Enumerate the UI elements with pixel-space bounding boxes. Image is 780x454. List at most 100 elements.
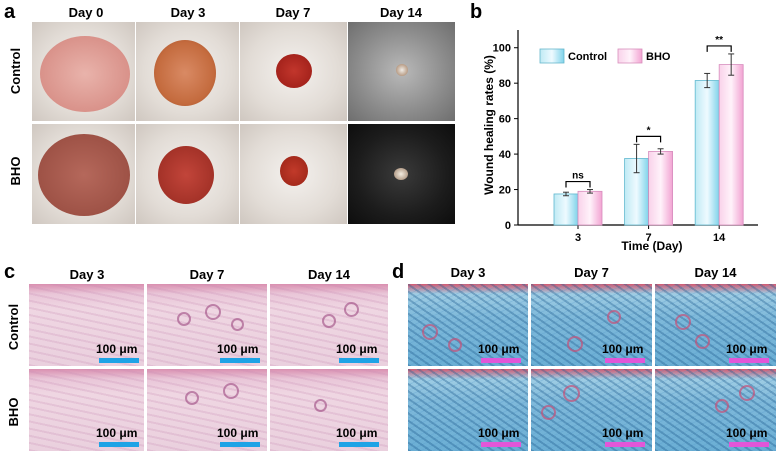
mt-control-day14: 100 μm [655, 284, 776, 366]
scale-bar-label: 100 μm [336, 426, 378, 440]
photo-bho-day7 [240, 124, 347, 224]
hair-follicle [344, 302, 359, 317]
panel-a-col-day14: Day 14 [380, 5, 422, 20]
chart-ylabel: Wound healing rates (%) [482, 55, 496, 195]
mt-bho-day3: 100 μm [408, 369, 528, 451]
scale-bar [99, 358, 139, 363]
mt-bho-day14: 100 μm [655, 369, 776, 451]
panel-d-col-day3: Day 3 [450, 265, 486, 280]
scale-bar-label: 100 μm [217, 426, 259, 440]
chart-xlabel: Time (Day) [621, 239, 682, 253]
significance-label: * [647, 125, 651, 136]
scale-bar [339, 442, 379, 447]
bar-bho-3 [577, 190, 603, 226]
hair-follicle [567, 336, 583, 352]
hair-follicle [715, 399, 729, 413]
wound-area [394, 168, 408, 180]
he-bho-day7: 100 μm [147, 369, 267, 451]
photo-control-day7 [240, 22, 347, 121]
scale-bar-label: 100 μm [478, 426, 520, 440]
photo-bho-day3 [136, 124, 239, 224]
panel-a-col-day7: Day 7 [275, 5, 311, 20]
wound-healing-chart: Wound healing rates (%) Time (Day) 0 20 40… [482, 30, 758, 253]
significance-bracket [635, 135, 662, 143]
x-tick-label: 14 [713, 232, 726, 244]
bar-control-14 [694, 80, 720, 226]
y-tick-label: 80 [499, 78, 511, 90]
wound-area [280, 156, 308, 186]
bar-bho-14 [718, 64, 744, 226]
hair-follicle [675, 314, 691, 330]
panel-label-c: c [4, 261, 16, 283]
panel-label-d: d [392, 261, 405, 283]
scale-bar [729, 442, 769, 447]
scale-bar-label: 100 μm [478, 342, 520, 356]
significance-bracket [565, 180, 591, 188]
panel-a-col-day3: Day 3 [170, 5, 206, 20]
photo-control-day3 [136, 22, 239, 121]
wound-area [38, 134, 130, 216]
wound-area [154, 40, 216, 106]
hair-follicle [231, 318, 244, 331]
he-bho-day3: 100 μm [29, 369, 144, 451]
panel-c-col-day7: Day 7 [189, 267, 225, 282]
he-control-day3: 100 μm [29, 284, 144, 366]
significance-bracket [706, 45, 732, 52]
hair-follicle [314, 399, 327, 412]
panel-label-a: a [4, 1, 16, 23]
legend-label-control: Control [568, 51, 607, 63]
scale-bar-label: 100 μm [336, 342, 378, 356]
y-tick-label: 100 [493, 43, 511, 55]
panel-label-b: b [470, 1, 483, 23]
panel-d-col-day7: Day 7 [574, 265, 609, 280]
scale-bar [729, 358, 769, 363]
hair-follicle [177, 312, 191, 326]
hair-follicle [223, 383, 239, 399]
mt-bho-day7: 100 μm [531, 369, 652, 451]
hair-follicle [695, 334, 710, 349]
photo-bho-day0 [32, 124, 135, 224]
scale-bar [605, 442, 645, 447]
scale-bar-label: 100 μm [96, 342, 138, 356]
bar-control-3 [553, 193, 579, 226]
he-control-day7: 100 μm [147, 284, 267, 366]
photo-bho-day14 [348, 124, 455, 224]
panel-a-col-day0: Day 0 [68, 5, 104, 20]
scale-bar [605, 358, 645, 363]
scale-bar-label: 100 μm [602, 426, 644, 440]
scale-bar-label: 100 μm [96, 426, 138, 440]
scale-bar-label: 100 μm [217, 342, 259, 356]
hair-follicle [607, 310, 621, 324]
legend-swatch-control [539, 48, 565, 64]
hair-follicle [448, 338, 462, 352]
x-tick-label: 3 [575, 232, 581, 244]
y-tick-label: 0 [505, 220, 511, 232]
hair-follicle [185, 391, 199, 405]
scale-bar [99, 442, 139, 447]
y-tick-label: 60 [499, 114, 511, 126]
scale-bar-label: 100 μm [602, 342, 644, 356]
legend-label-bho: BHO [646, 51, 671, 63]
he-control-day14: 100 μm [270, 284, 388, 366]
panel-a-row-control: Control [8, 47, 23, 95]
bar-bho-7 [648, 151, 673, 226]
y-tick-label: 20 [499, 185, 511, 197]
mt-control-day3: 100 μm [408, 284, 528, 366]
hair-follicle [205, 304, 221, 320]
legend-swatch-bho [617, 48, 643, 64]
he-bho-day14: 100 μm [270, 369, 388, 451]
wound-area [276, 54, 312, 88]
panel-c-col-day14: Day 14 [308, 267, 350, 282]
panel-c-row-bho: BHO [6, 397, 21, 427]
scale-bar-label: 100 μm [726, 342, 768, 356]
hair-follicle [422, 324, 438, 340]
panel-d-col-day14: Day 14 [694, 265, 737, 280]
y-tick-label: 40 [499, 149, 511, 161]
scale-bar [220, 358, 260, 363]
scale-bar-label: 100 μm [726, 426, 768, 440]
hair-follicle [563, 385, 580, 402]
hair-follicle [739, 385, 755, 401]
wound-area [158, 146, 214, 204]
panel-c-col-day3: Day 3 [69, 267, 105, 282]
significance-label: ** [715, 35, 723, 46]
